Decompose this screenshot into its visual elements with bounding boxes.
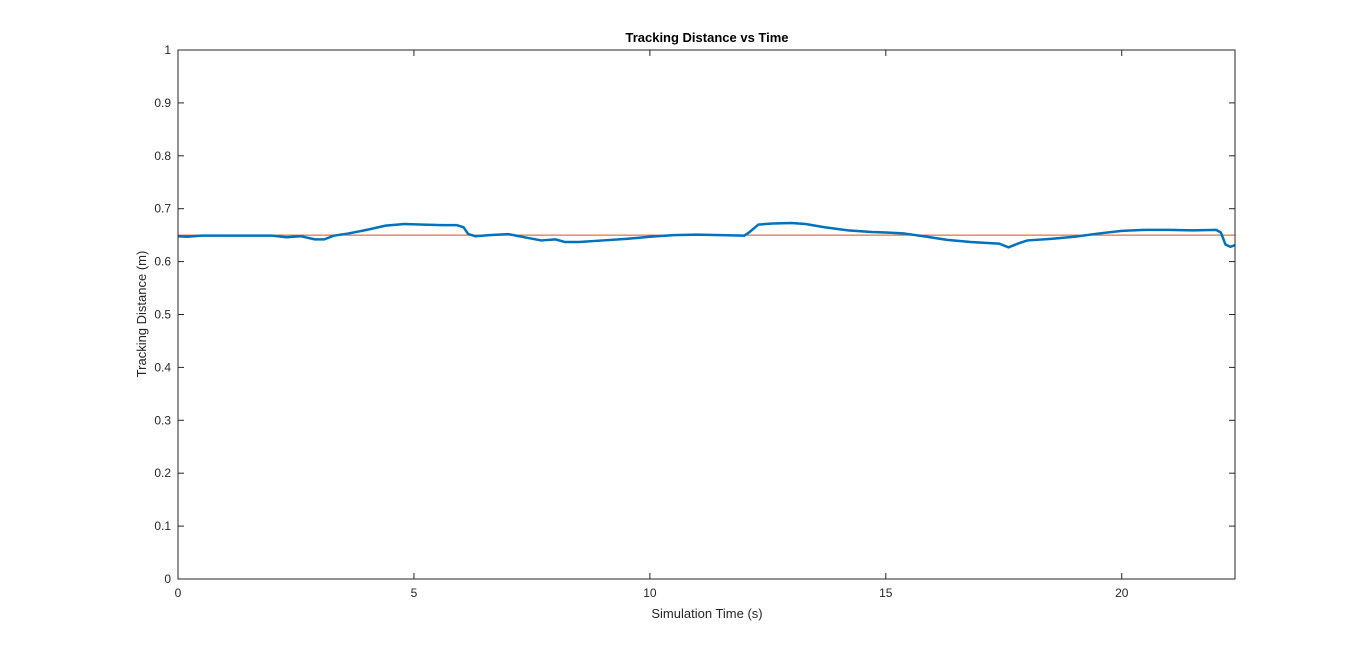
y-tick-label: 0.7 xyxy=(154,202,171,216)
y-tick-label: 0.9 xyxy=(154,96,171,110)
y-axis-label: Tracking Distance (m) xyxy=(134,251,149,378)
y-tick-label: 1 xyxy=(164,43,171,57)
x-axis-ticks: 0 5 10 15 20 xyxy=(175,50,1129,600)
plot-area xyxy=(178,50,1235,579)
x-axis-label: Simulation Time (s) xyxy=(651,606,762,621)
y-axis-ticks: 0 0.1 0.2 0.3 0.4 0.5 0.6 0.7 0.8 0.9 1 xyxy=(154,43,1235,586)
y-tick-label: 0.2 xyxy=(154,466,171,480)
series-layer xyxy=(177,221,1236,249)
y-tick-label: 0.5 xyxy=(154,308,171,322)
y-tick-label: 0.4 xyxy=(154,360,171,374)
y-tick-label: 0 xyxy=(164,572,171,586)
y-tick-label: 0.3 xyxy=(154,413,171,427)
x-tick-label: 20 xyxy=(1115,586,1129,600)
y-tick-label: 0.1 xyxy=(154,519,171,533)
x-tick-label: 10 xyxy=(643,586,657,600)
y-tick-label: 0.8 xyxy=(154,149,171,163)
x-tick-label: 15 xyxy=(879,586,893,600)
chart-title: Tracking Distance vs Time xyxy=(625,30,788,45)
x-tick-label: 5 xyxy=(411,586,418,600)
y-tick-label: 0.6 xyxy=(154,255,171,269)
x-tick-label: 0 xyxy=(175,586,182,600)
series-1-line xyxy=(177,221,1236,249)
